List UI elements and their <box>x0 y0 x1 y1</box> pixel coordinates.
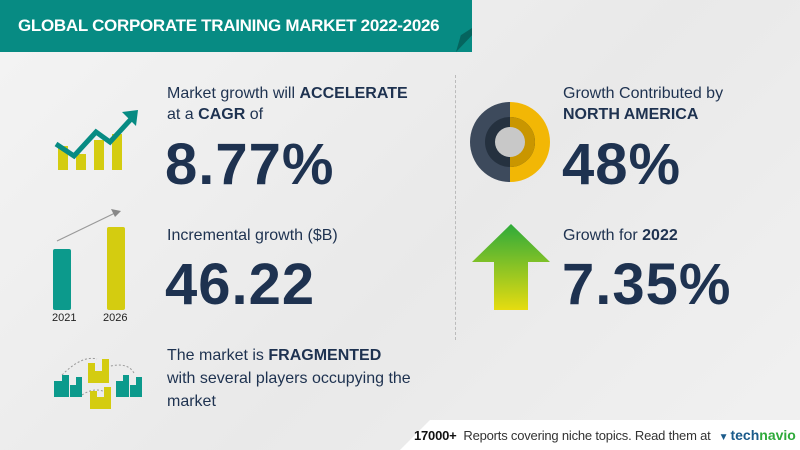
market-line3: market <box>167 393 216 410</box>
incremental-label: Incremental growth ($B) <box>167 227 338 244</box>
region-donut-icon <box>470 102 550 182</box>
region-value: 48% <box>562 132 682 197</box>
cagr-line1: Market growth will ACCELERATE <box>167 85 408 102</box>
divider <box>455 75 456 340</box>
incremental-bars-icon <box>53 209 125 310</box>
page-title: GLOBAL CORPORATE TRAINING MARKET 2022-20… <box>18 16 440 35</box>
cagr-value: 8.77% <box>165 132 335 197</box>
footer-band <box>400 420 800 450</box>
fragmented-market-icon <box>54 357 142 409</box>
growth-chart-icon <box>54 110 138 170</box>
region-line2: NORTH AMERICA <box>563 106 699 123</box>
technavio-logo[interactable]: ▼ technavio <box>718 427 796 443</box>
footer-text: 17000+ Reports covering niche topics. Re… <box>414 427 711 443</box>
incremental-value: 46.22 <box>165 252 316 317</box>
region-line1: Growth Contributed by <box>563 85 724 102</box>
header-banner <box>0 0 472 52</box>
cagr-line2: at a CAGR of <box>167 106 264 123</box>
yoy-label: Growth for 2022 <box>563 227 678 244</box>
bar-label-2021: 2021 <box>52 312 77 324</box>
up-arrow-icon <box>472 224 550 310</box>
market-line1: The market is FRAGMENTED <box>167 347 382 364</box>
yoy-value: 7.35% <box>562 252 732 317</box>
bar-label-2026: 2026 <box>103 312 128 324</box>
footer-row: 17000+ Reports covering niche topics. Re… <box>414 420 796 450</box>
logo-arrow-icon: ▼ <box>718 432 729 443</box>
market-line2: with several players occupying the <box>167 370 411 387</box>
